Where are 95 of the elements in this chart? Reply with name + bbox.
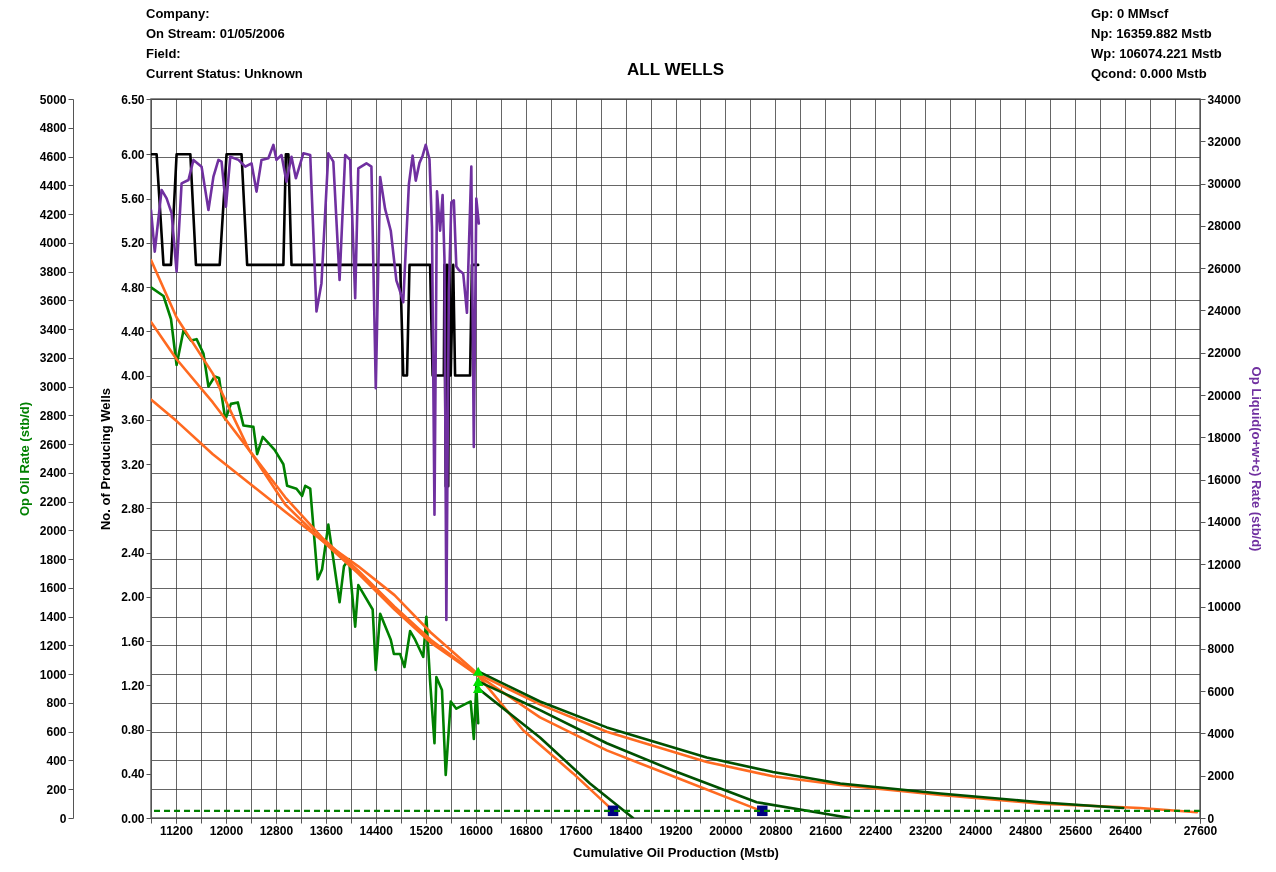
y-tick-label: 1800 [39, 552, 67, 567]
y-tick-label: 3200 [39, 351, 67, 366]
y-tick-label: 2600 [39, 437, 67, 452]
y2-tick-label: 10000 [1207, 600, 1242, 615]
x-tick-label: 24000 [959, 823, 993, 838]
y3-tick-label: 0.40 [121, 767, 145, 782]
y3-tick-label: 5.60 [121, 192, 145, 207]
x-tick-label: 14400 [359, 823, 394, 838]
y-tick-label: 200 [46, 782, 67, 797]
y3-tick-label: 2.40 [121, 546, 145, 561]
y2-tick-label: 14000 [1207, 515, 1242, 530]
y3-axis-title: No. of Producing Wells [98, 387, 114, 531]
y-tick-label: 800 [46, 696, 67, 711]
y-tick-label: 4400 [39, 178, 67, 193]
x-tick-label: 25600 [1058, 823, 1093, 838]
text: On Stream: 01/05/2006 [146, 26, 285, 41]
y3-tick-label: 2.80 [121, 501, 145, 516]
y-tick-label: 2200 [39, 495, 67, 510]
y3-tick-label: 6.50 [121, 92, 145, 107]
x-tick-label: 12800 [259, 823, 294, 838]
y-tick-label: 3600 [39, 293, 67, 308]
y2-tick-label: 28000 [1207, 219, 1242, 234]
x-tick-label: 16800 [509, 823, 544, 838]
y2-tick-label: 26000 [1207, 261, 1242, 276]
y-tick-label: 1400 [39, 610, 67, 625]
y-tick-label: 3800 [39, 265, 67, 280]
y3-tick-label: 1.20 [121, 678, 145, 693]
x-tick-label: 15200 [409, 823, 444, 838]
y-tick-label: 1000 [39, 667, 67, 682]
y2-tick-label: 0 [1207, 811, 1215, 826]
y2-tick-label: 34000 [1207, 92, 1242, 107]
x-tick-label: 20800 [759, 823, 793, 838]
x-tick-label: 17600 [559, 823, 594, 838]
y2-axis-title: Op Liquid(o+w+c) Rate (stb/d) [1248, 366, 1264, 552]
x-tick-label: 19200 [659, 823, 694, 838]
y2-tick-label: 8000 [1207, 642, 1235, 657]
text: Qcond: 0.000 Mstb [1091, 66, 1207, 81]
y2-tick-label: 24000 [1207, 303, 1242, 318]
x-tick-label: 20000 [709, 823, 743, 838]
y3-tick-label: 0.00 [121, 811, 145, 826]
x-tick-label: 18400 [609, 823, 644, 838]
y-tick-label: 1600 [39, 581, 67, 596]
x-tick-label: 21600 [809, 823, 843, 838]
x-tick-label: 22400 [859, 823, 893, 838]
text: Field: [146, 46, 181, 61]
y2-tick-label: 6000 [1207, 684, 1235, 699]
y2-tick-label: 2000 [1207, 769, 1235, 784]
x-tick-label: 23200 [909, 823, 943, 838]
y3-tick-label: 6.00 [121, 147, 145, 162]
text: Np: 16359.882 Mstb [1091, 26, 1212, 41]
y2-tick-label: 22000 [1207, 346, 1242, 361]
y-tick-label: 4800 [39, 121, 67, 136]
y-tick-label: 0 [59, 811, 67, 826]
y2-tick-label: 32000 [1207, 134, 1242, 149]
y3-tick-label: 2.00 [121, 590, 145, 605]
x-axis-title: Cumulative Oil Production (Mstb) [573, 844, 779, 860]
y3-tick-label: 4.40 [121, 324, 145, 339]
y-tick-label: 1200 [39, 638, 67, 653]
y-tick-label: 4000 [39, 236, 67, 251]
x-tick-label: 12000 [209, 823, 244, 838]
y-tick-label: 3400 [39, 322, 67, 337]
y2-tick-label: 12000 [1207, 557, 1242, 572]
y3-tick-label: 3.60 [121, 413, 145, 428]
y-axis-title: Op Oil Rate (stb/d) [16, 401, 32, 517]
y2-tick-label: 4000 [1207, 726, 1235, 741]
text: Wp: 106074.221 Mstb [1091, 46, 1222, 61]
y3-tick-label: 4.00 [121, 369, 145, 384]
y2-tick-label: 18000 [1207, 430, 1242, 445]
y3-tick-label: 3.20 [121, 457, 145, 472]
y2-tick-label: 16000 [1207, 473, 1242, 488]
y3-tick-label: 4.80 [121, 280, 145, 295]
x-tick-label: 16000 [459, 823, 494, 838]
chart-title: ALL WELLS [627, 60, 724, 79]
y-tick-label: 400 [46, 753, 67, 768]
text: Current Status: Unknown [146, 66, 303, 81]
y3-tick-label: 5.20 [121, 236, 145, 251]
y-tick-label: 2000 [39, 523, 67, 538]
y-tick-label: 3000 [39, 380, 67, 395]
x-tick-label: 24800 [1008, 823, 1043, 838]
text: Gp: 0 MMscf [1091, 6, 1169, 21]
x-tick-label: 27600 [1183, 823, 1218, 838]
y2-tick-label: 20000 [1207, 388, 1242, 403]
y-tick-label: 2400 [39, 466, 67, 481]
y3-tick-label: 1.60 [121, 634, 145, 649]
x-tick-label: 13600 [309, 823, 344, 838]
y-tick-label: 600 [46, 725, 67, 740]
x-tick-label: 26400 [1108, 823, 1143, 838]
y-tick-label: 2800 [39, 408, 67, 423]
y2-tick-label: 30000 [1207, 177, 1242, 192]
text: Company: [146, 6, 210, 21]
y-tick-label: 5000 [39, 92, 67, 107]
y-tick-label: 4600 [39, 150, 67, 165]
y3-tick-label: 0.80 [121, 723, 145, 738]
y-tick-label: 4200 [39, 207, 67, 222]
x-tick-label: 11200 [160, 823, 194, 838]
